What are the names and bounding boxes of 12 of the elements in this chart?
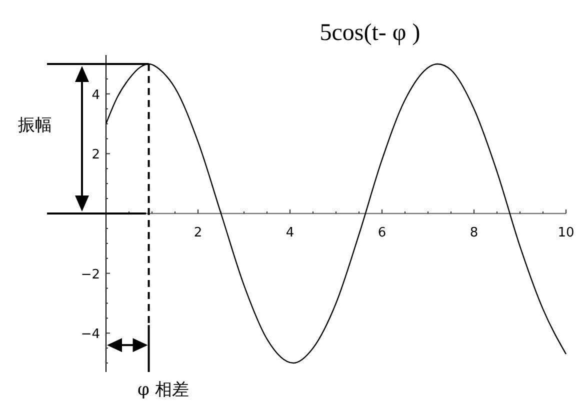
y-tick-label: 2 (92, 148, 100, 163)
x-tick-label: 10 (558, 226, 574, 240)
x-tick-label: 2 (194, 226, 202, 240)
y-tick-label: −2 (80, 267, 100, 282)
chart-title: 5cos(t- φ ) (320, 20, 420, 46)
text: 振幅 (18, 116, 52, 136)
x-tick-label: 6 (378, 226, 386, 240)
ref-line-label: φ 相差 (137, 380, 189, 400)
y-tick-label: −4 (80, 327, 100, 342)
x-tick-label: 4 (286, 226, 294, 240)
x-tick-label: 8 (470, 226, 478, 240)
y-tick-label: 4 (92, 88, 100, 103)
